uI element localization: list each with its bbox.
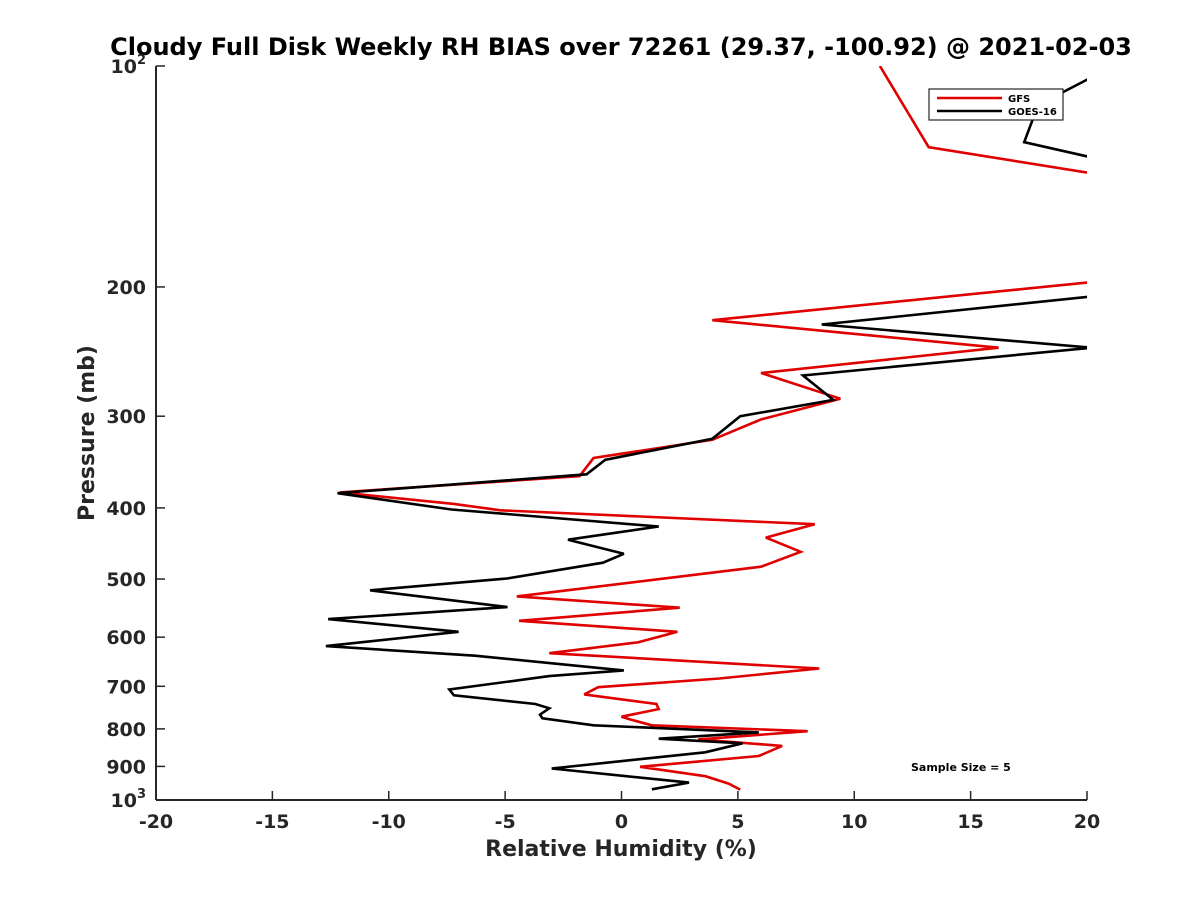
- chart-title: Cloudy Full Disk Weekly RH BIAS over 722…: [110, 33, 1132, 61]
- x-tick-label: -5: [495, 811, 516, 833]
- y-tick-label: 400: [106, 498, 146, 520]
- x-tick-label: 5: [731, 811, 744, 833]
- y-tick-label: 500: [106, 569, 146, 591]
- x-tick-label: 20: [1074, 811, 1100, 833]
- x-tick-label: 0: [615, 811, 628, 833]
- legend-label-goes16: GOES-16: [1008, 107, 1057, 118]
- series-layer: [325, 66, 1087, 791]
- y-tick-label: 103: [111, 787, 147, 812]
- y-tick-label: 102: [111, 53, 147, 78]
- legend: GFS GOES-16: [928, 88, 1064, 121]
- y-tick-base: 10: [111, 790, 137, 812]
- x-tick-label: -10: [372, 811, 406, 833]
- sample-size-annotation: Sample Size = 5: [911, 761, 1011, 774]
- x-axis-ticks: -20 -15 -10 -5 0 5 10 15 20: [139, 791, 1100, 833]
- x-tick-label: -20: [139, 811, 173, 833]
- y-tick-label: 700: [106, 676, 146, 698]
- y-tick-label: 900: [106, 756, 146, 778]
- y-tick-label: 800: [106, 719, 146, 741]
- legend-label-gfs: GFS: [1008, 94, 1030, 105]
- y-axis-label: Pressure (mb): [75, 345, 100, 521]
- x-tick-label: 15: [957, 811, 983, 833]
- series-line-goes16: [325, 78, 1087, 791]
- y-tick-label: 200: [106, 277, 146, 299]
- y-tick-exponent: 3: [137, 787, 146, 802]
- y-tick-label: 600: [106, 627, 146, 649]
- x-tick-label: -15: [255, 811, 289, 833]
- series-line-gfs: [339, 66, 1087, 791]
- y-tick-label: 300: [106, 406, 146, 428]
- legend-box: [928, 88, 1064, 121]
- x-tick-label: 10: [841, 811, 867, 833]
- x-axis-label: Relative Humidity (%): [485, 837, 757, 862]
- y-tick-base: 10: [111, 56, 137, 78]
- y-tick-exponent: 2: [137, 53, 146, 68]
